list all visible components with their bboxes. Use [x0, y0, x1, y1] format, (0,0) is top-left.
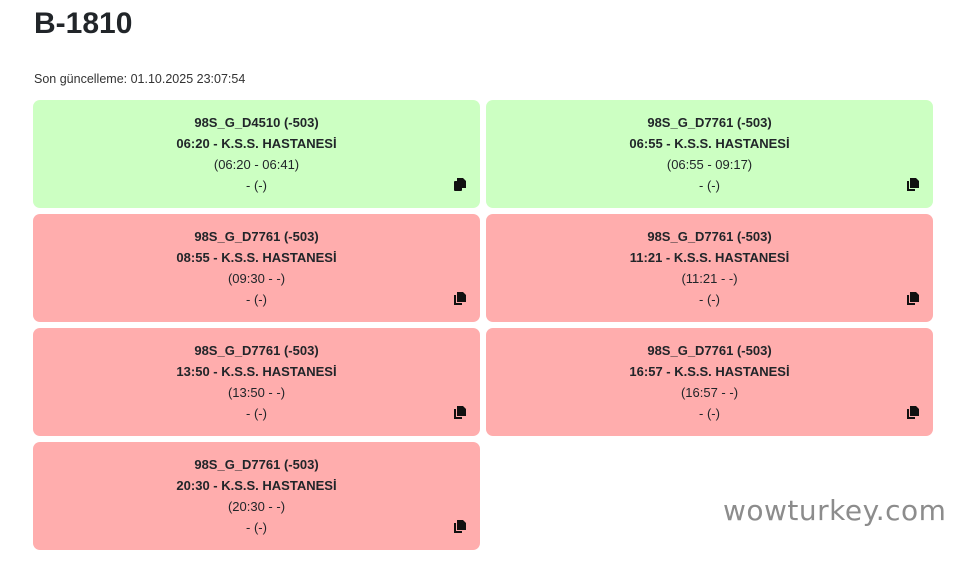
trip-card: 98S_G_D7761 (-503) 13:50 - K.S.S. HASTAN… — [33, 328, 480, 436]
trip-departure: 16:57 - K.S.S. HASTANESİ — [629, 364, 790, 379]
trip-extra-info: - (-) — [246, 406, 267, 421]
trip-route: 98S_G_D7761 (-503) — [647, 115, 772, 130]
last-updated-text: Son güncelleme: 01.10.2025 23:07:54 — [34, 72, 246, 86]
trip-card: 98S_G_D7761 (-503) 16:57 - K.S.S. HASTAN… — [486, 328, 933, 436]
copy-icon[interactable] — [454, 178, 466, 191]
trip-time-window: (16:57 - -) — [680, 385, 739, 400]
trip-departure: 20:30 - K.S.S. HASTANESİ — [176, 478, 337, 493]
trip-extra-info: - (-) — [699, 178, 720, 193]
trip-extra-info: - (-) — [246, 292, 267, 307]
trip-route: 98S_G_D4510 (-503) — [194, 115, 319, 130]
trip-extra-info: - (-) — [699, 292, 720, 307]
copy-icon[interactable] — [454, 292, 466, 305]
trip-card: 98S_G_D7761 (-503) 20:30 - K.S.S. HASTAN… — [33, 442, 480, 550]
trip-route: 98S_G_D7761 (-503) — [194, 229, 319, 244]
trip-time-window: (06:55 - 09:17) — [666, 157, 753, 172]
trip-card: 98S_G_D4510 (-503) 06:20 - K.S.S. HASTAN… — [33, 100, 480, 208]
trip-departure: 06:55 - K.S.S. HASTANESİ — [629, 136, 790, 151]
trip-route: 98S_G_D7761 (-503) — [194, 343, 319, 358]
trip-departure: 06:20 - K.S.S. HASTANESİ — [176, 136, 337, 151]
copy-icon[interactable] — [454, 520, 466, 533]
trip-card: 98S_G_D7761 (-503) 08:55 - K.S.S. HASTAN… — [33, 214, 480, 322]
copy-icon[interactable] — [454, 406, 466, 419]
trip-time-window: (13:50 - -) — [227, 385, 286, 400]
trip-extra-info: - (-) — [699, 406, 720, 421]
trip-departure: 11:21 - K.S.S. HASTANESİ — [629, 250, 790, 265]
trip-departure: 13:50 - K.S.S. HASTANESİ — [176, 364, 337, 379]
trip-departure: 08:55 - K.S.S. HASTANESİ — [176, 250, 337, 265]
trip-card: 98S_G_D7761 (-503) 11:21 - K.S.S. HASTAN… — [486, 214, 933, 322]
trip-route: 98S_G_D7761 (-503) — [647, 229, 772, 244]
trip-time-window: (06:20 - 06:41) — [213, 157, 300, 172]
trip-card-grid: 98S_G_D4510 (-503) 06:20 - K.S.S. HASTAN… — [33, 100, 933, 550]
trip-extra-info: - (-) — [246, 178, 267, 193]
copy-icon[interactable] — [907, 406, 919, 419]
watermark-text: wowturkey.com — [723, 494, 947, 527]
trip-extra-info: - (-) — [246, 520, 267, 535]
trip-route: 98S_G_D7761 (-503) — [194, 457, 319, 472]
page-title: B-1810 — [34, 7, 133, 40]
trip-card: 98S_G_D7761 (-503) 06:55 - K.S.S. HASTAN… — [486, 100, 933, 208]
copy-icon[interactable] — [907, 292, 919, 305]
copy-icon[interactable] — [907, 178, 919, 191]
trip-route: 98S_G_D7761 (-503) — [647, 343, 772, 358]
trip-time-window: (11:21 - -) — [681, 271, 738, 286]
trip-time-window: (09:30 - -) — [227, 271, 286, 286]
trip-time-window: (20:30 - -) — [227, 499, 286, 514]
